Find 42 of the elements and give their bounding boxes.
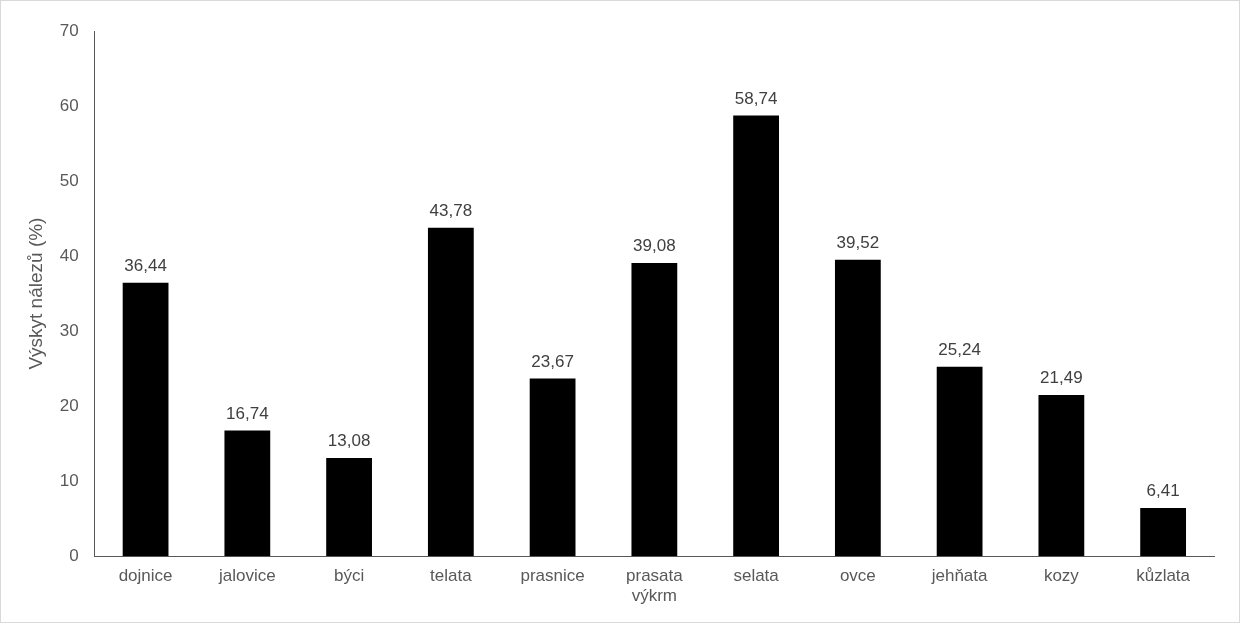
y-tick-label: 0 — [69, 545, 79, 565]
data-label: 21,49 — [1040, 368, 1083, 388]
bar — [733, 115, 779, 557]
data-label: 36,44 — [124, 255, 167, 275]
x-tick-label: jalovice — [217, 566, 276, 586]
y-tick-label: 20 — [59, 395, 79, 415]
y-tick-label: 50 — [59, 170, 79, 190]
data-label: 39,08 — [633, 236, 676, 256]
x-tick-label: prasata výkrm — [626, 566, 684, 606]
bar — [834, 259, 881, 557]
bar — [1038, 394, 1085, 557]
y-tick-label: 40 — [59, 245, 79, 265]
x-tick-label: kůzlata — [1136, 566, 1191, 586]
bar — [936, 366, 983, 557]
bar — [224, 430, 271, 557]
y-tick-label: 10 — [59, 470, 79, 490]
data-label: 13,08 — [327, 431, 371, 451]
bar — [427, 227, 474, 557]
bar — [326, 458, 372, 557]
x-tick-label: selata — [733, 566, 780, 586]
data-label: 16,74 — [226, 403, 269, 423]
data-label: 23,67 — [531, 351, 574, 371]
bar — [631, 262, 678, 557]
data-label: 58,74 — [734, 88, 778, 108]
bar — [1140, 508, 1187, 557]
x-tick-label: býci — [333, 566, 365, 586]
data-label: 39,52 — [836, 232, 880, 252]
x-tick-label: prasnice — [520, 566, 585, 586]
data-label: 43,78 — [429, 200, 473, 220]
x-tick-label: kozy — [1043, 566, 1080, 586]
bar — [122, 282, 169, 557]
data-label: 6,41 — [1146, 481, 1180, 501]
y-axis-title: Výskyt nálezů (%) — [24, 217, 46, 370]
x-tick-label: jehňata — [930, 566, 989, 586]
y-tick-label: 30 — [59, 320, 79, 340]
data-label: 25,24 — [938, 340, 981, 360]
y-tick-label: 60 — [59, 95, 79, 115]
bar — [529, 378, 576, 557]
y-tick-label: 70 — [59, 20, 79, 40]
x-tick-label: dojnice — [118, 566, 173, 586]
x-tick-label: ovce — [839, 566, 876, 586]
x-tick-label: telata — [430, 566, 473, 586]
